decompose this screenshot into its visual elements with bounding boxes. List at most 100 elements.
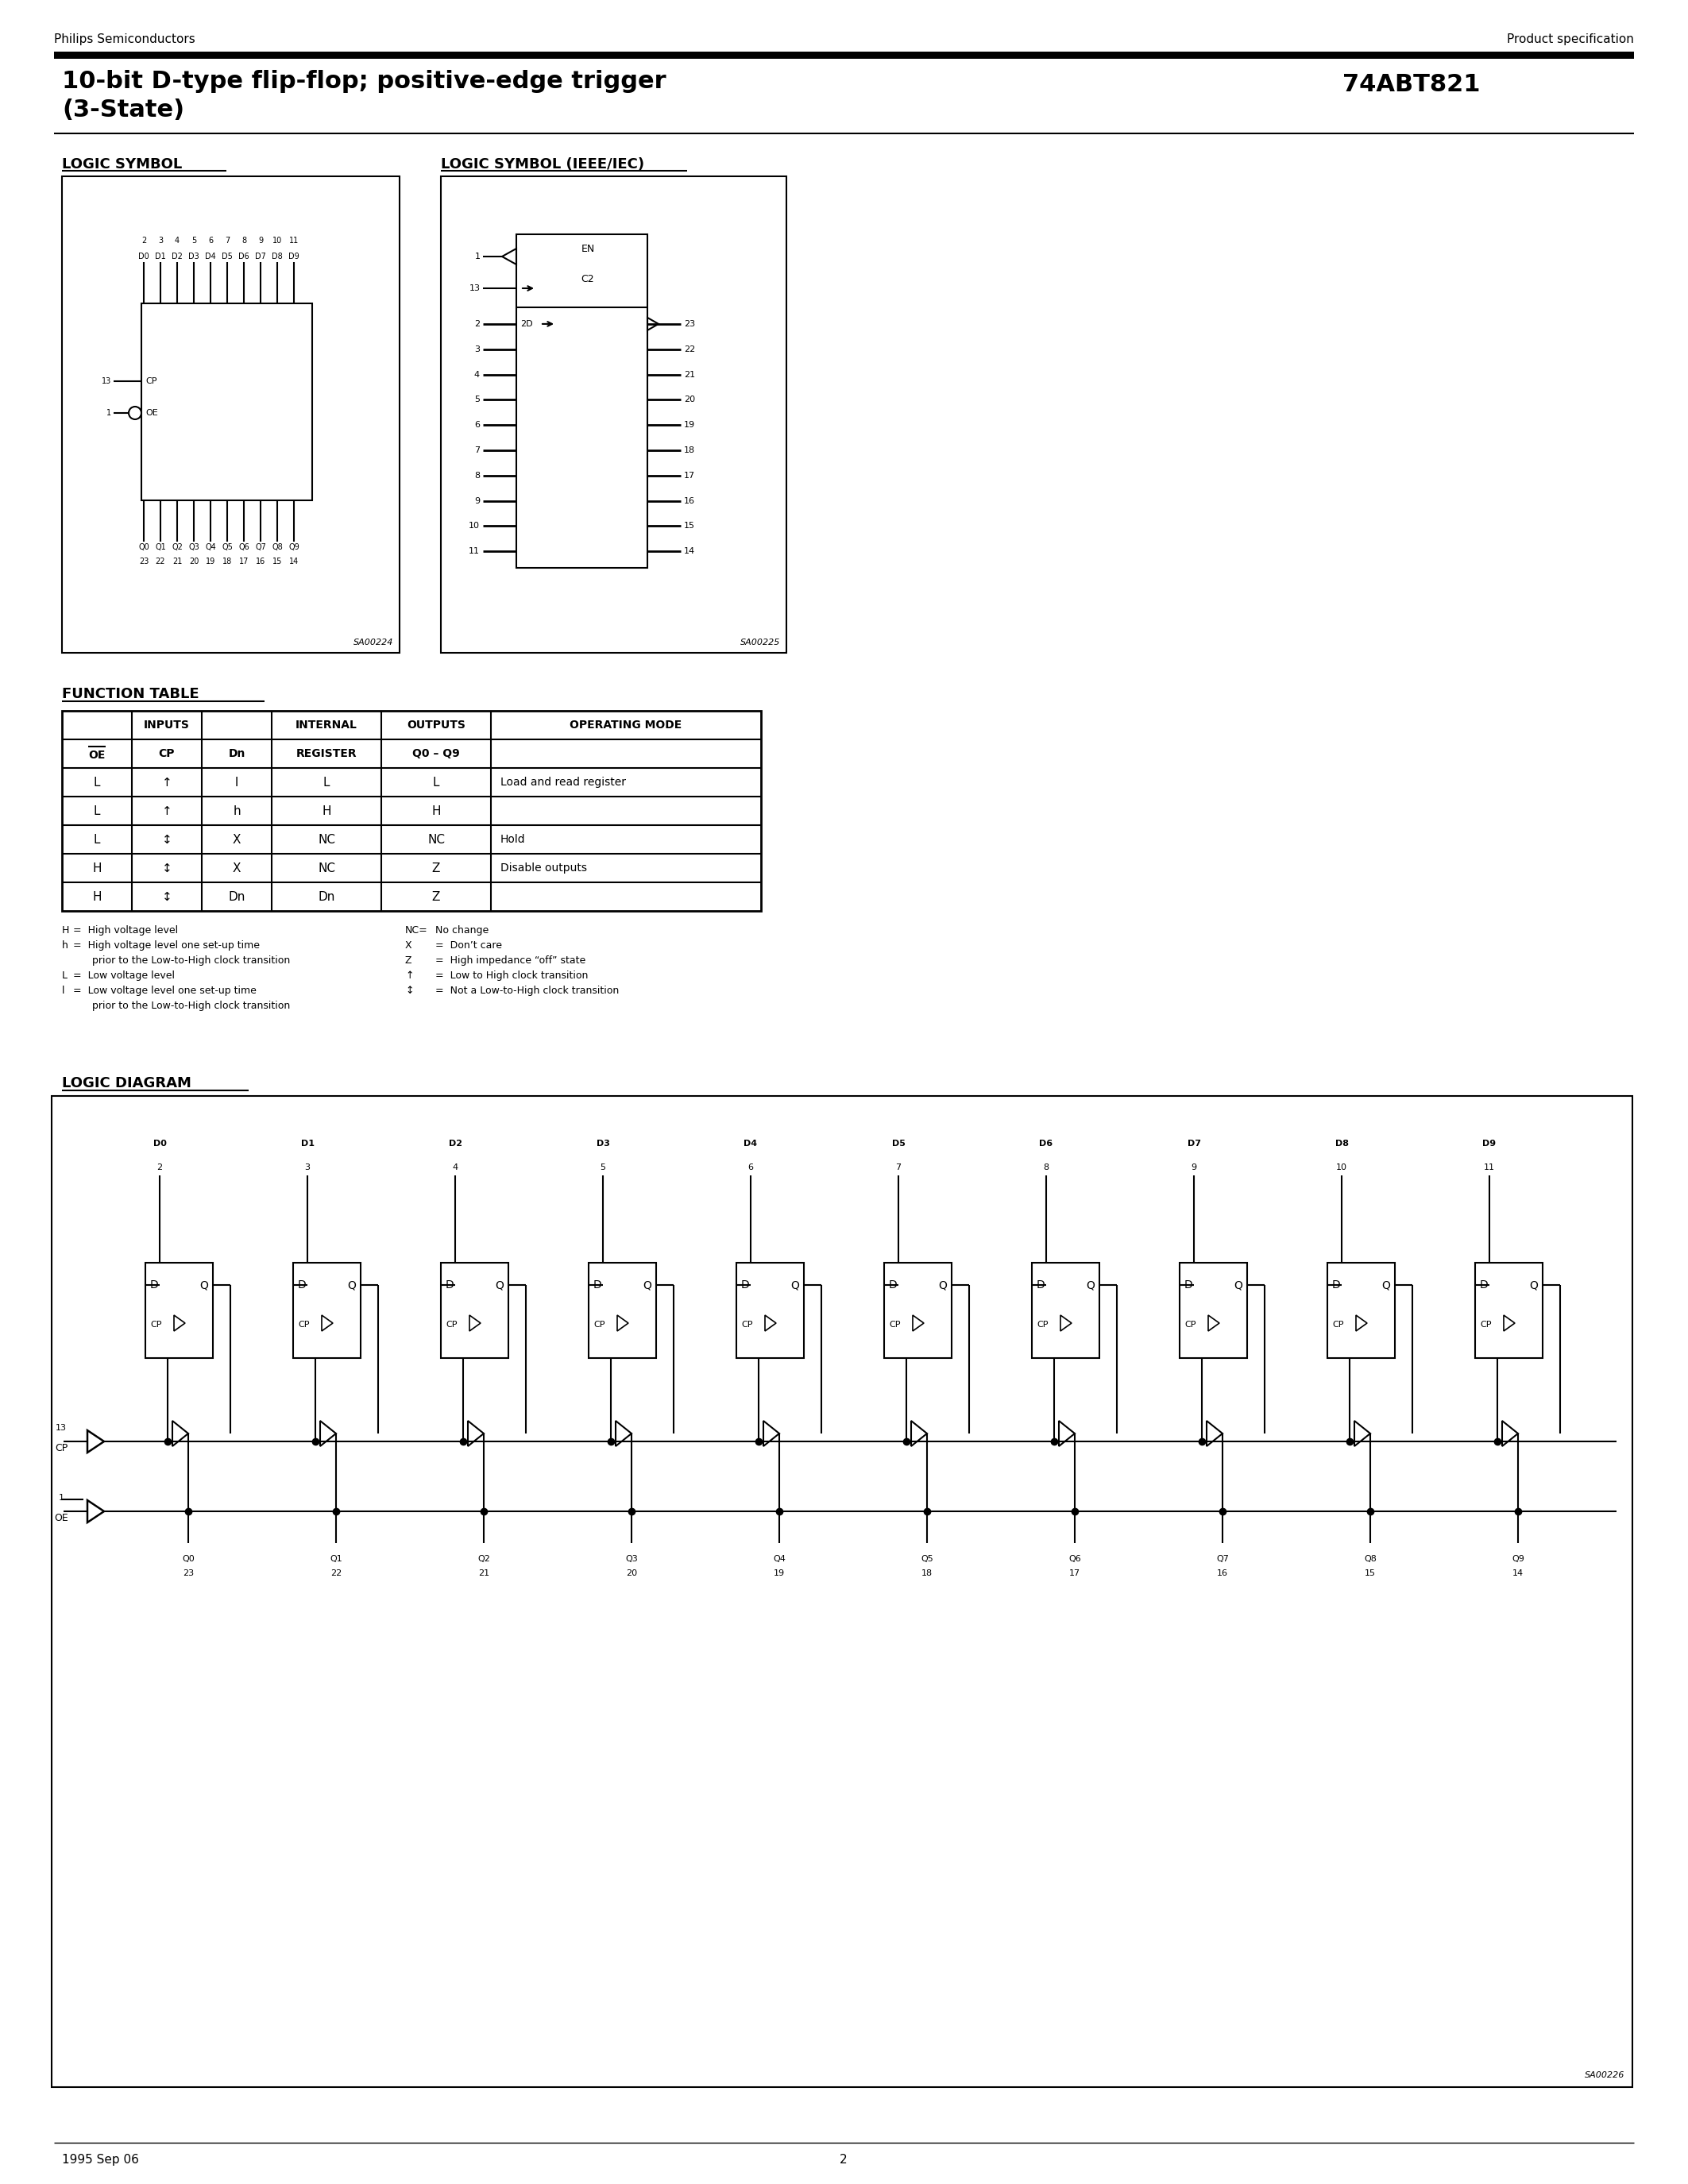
Text: D7: D7	[255, 253, 267, 260]
Bar	[1475, 1262, 1543, 1358]
Text: 8: 8	[241, 236, 246, 245]
Bar	[589, 1262, 657, 1358]
Text: NC: NC	[427, 834, 446, 845]
Text: 18: 18	[922, 1570, 932, 1577]
Text: 13: 13	[101, 378, 111, 384]
Text: 21: 21	[684, 371, 695, 378]
Bar	[517, 234, 648, 568]
Text: 6: 6	[208, 236, 213, 245]
Text: D1: D1	[300, 1140, 314, 1147]
Text: 20: 20	[684, 395, 695, 404]
Text: 5: 5	[601, 1164, 606, 1171]
Bar	[1180, 1262, 1247, 1358]
Text: CP: CP	[54, 1444, 68, 1452]
Bar	[62, 710, 761, 911]
Text: 1: 1	[474, 253, 481, 260]
Text: D5: D5	[891, 1140, 905, 1147]
Text: L: L	[93, 834, 100, 845]
Text: Dn: Dn	[317, 891, 334, 902]
Text: 22: 22	[155, 557, 165, 566]
Text: =  Don’t care: = Don’t care	[436, 941, 501, 950]
Text: 13: 13	[56, 1424, 68, 1433]
Text: D4: D4	[204, 253, 216, 260]
Text: 6: 6	[474, 422, 479, 428]
Text: 2: 2	[841, 2153, 847, 2167]
Text: Q: Q	[939, 1280, 947, 1291]
Text: ↑: ↑	[405, 970, 414, 981]
Text: 17: 17	[684, 472, 695, 480]
Text: prior to the Low-to-High clock transition: prior to the Low-to-High clock transitio…	[73, 954, 290, 965]
Text: 23: 23	[182, 1570, 194, 1577]
Bar	[736, 1262, 803, 1358]
Text: prior to the Low-to-High clock transition: prior to the Low-to-High clock transitio…	[73, 1000, 290, 1011]
Text: Q: Q	[643, 1280, 652, 1291]
Text: H: H	[432, 806, 441, 817]
Text: 19: 19	[684, 422, 695, 428]
Text: H: H	[62, 926, 69, 935]
Text: Q1: Q1	[329, 1555, 343, 1564]
Text: ↕: ↕	[405, 985, 414, 996]
Text: D2: D2	[449, 1140, 463, 1147]
Text: Q0: Q0	[138, 544, 149, 550]
Text: 14: 14	[684, 548, 695, 555]
Text: D8: D8	[272, 253, 282, 260]
Text: Load and read register: Load and read register	[500, 778, 626, 788]
Text: D: D	[1480, 1280, 1489, 1291]
Text: X: X	[233, 834, 241, 845]
Text: NC: NC	[317, 834, 336, 845]
Text: 23: 23	[138, 557, 149, 566]
Text: INTERNAL: INTERNAL	[295, 719, 358, 732]
Text: D8: D8	[1335, 1140, 1349, 1147]
Text: D: D	[741, 1280, 749, 1291]
Text: 4: 4	[452, 1164, 457, 1171]
Text: D0: D0	[138, 253, 149, 260]
Text: D: D	[594, 1280, 603, 1291]
Text: Product specification: Product specification	[1507, 33, 1634, 46]
Bar	[441, 1262, 508, 1358]
Text: CP: CP	[741, 1321, 753, 1328]
Text: Q7: Q7	[255, 544, 267, 550]
Text: Q9: Q9	[289, 544, 299, 550]
Bar	[294, 1262, 361, 1358]
Text: 21: 21	[172, 557, 182, 566]
Text: l: l	[235, 775, 238, 788]
Text: 10-bit D-type flip-flop; positive-edge trigger: 10-bit D-type flip-flop; positive-edge t…	[62, 70, 667, 94]
Text: 16: 16	[684, 496, 695, 505]
Text: EN: EN	[581, 245, 594, 253]
Text: D: D	[1332, 1280, 1340, 1291]
Text: D: D	[150, 1280, 159, 1291]
Text: D3: D3	[189, 253, 199, 260]
Text: D4: D4	[744, 1140, 758, 1147]
Text: Dn: Dn	[228, 749, 245, 760]
Text: =  High voltage level one set-up time: = High voltage level one set-up time	[73, 941, 260, 950]
Text: 2: 2	[157, 1164, 162, 1171]
Text: L: L	[93, 775, 100, 788]
Text: OPERATING MODE: OPERATING MODE	[571, 719, 682, 732]
Text: 23: 23	[684, 321, 695, 328]
Text: D2: D2	[172, 253, 182, 260]
Text: CP: CP	[446, 1321, 457, 1328]
Text: 10: 10	[1337, 1164, 1347, 1171]
Text: Q: Q	[495, 1280, 503, 1291]
Bar	[52, 1096, 1632, 2088]
Text: l: l	[62, 985, 64, 996]
Text: Q: Q	[790, 1280, 798, 1291]
Bar	[142, 304, 312, 500]
Text: Philips Semiconductors: Philips Semiconductors	[54, 33, 196, 46]
Text: 19: 19	[773, 1570, 785, 1577]
Text: H: H	[322, 806, 331, 817]
Text: SA00226: SA00226	[1585, 2070, 1624, 2079]
Text: 16: 16	[1217, 1570, 1229, 1577]
Text: Q: Q	[199, 1280, 208, 1291]
Text: Q0: Q0	[182, 1555, 194, 1564]
Text: Z: Z	[432, 863, 441, 874]
Text: D9: D9	[289, 253, 299, 260]
Text: CP: CP	[159, 749, 176, 760]
Text: D7: D7	[1187, 1140, 1200, 1147]
Text: 11: 11	[1484, 1164, 1496, 1171]
Bar	[885, 1262, 952, 1358]
Text: LOGIC DIAGRAM: LOGIC DIAGRAM	[62, 1077, 191, 1090]
Text: 15: 15	[1364, 1570, 1376, 1577]
Text: Q0 – Q9: Q0 – Q9	[412, 749, 459, 760]
Text: NC=: NC=	[405, 926, 429, 935]
